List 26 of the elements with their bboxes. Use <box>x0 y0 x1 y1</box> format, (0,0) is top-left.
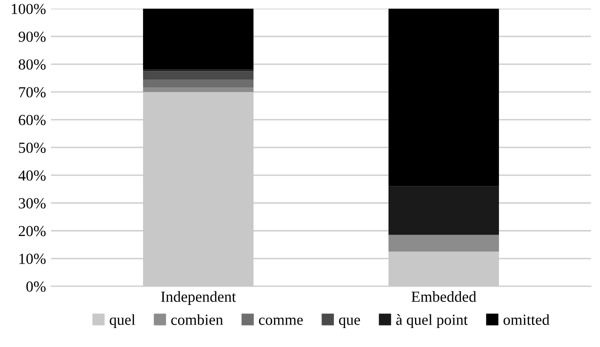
x-tick-label: Independent <box>161 291 236 305</box>
y-tick-label: 30% <box>18 198 46 208</box>
y-tick-label: 20% <box>18 226 46 236</box>
legend-label: comme <box>258 318 303 325</box>
legend-label: combien <box>171 314 223 325</box>
y-tick-label: 100% <box>12 4 46 14</box>
y-tick-label: 60% <box>18 114 46 126</box>
legend-label: à quel point <box>396 314 468 328</box>
bar <box>143 88 254 92</box>
bar <box>143 71 254 80</box>
y-tick-label: 90% <box>18 32 46 42</box>
legend-label: omitted <box>504 314 550 325</box>
bar <box>388 8 499 186</box>
y-tick-label: 0% <box>26 281 46 292</box>
bar <box>388 234 499 252</box>
y-tick-label: 80% <box>18 59 46 70</box>
y-tick-label: 10% <box>19 254 46 264</box>
x-tick-label: Embedded <box>412 291 476 302</box>
bar <box>143 8 254 70</box>
y-tick-label: 40% <box>18 170 46 181</box>
y-tick-label: 50% <box>19 142 46 153</box>
bar <box>388 186 499 235</box>
bar <box>143 79 254 88</box>
legend-label: quel <box>110 314 136 328</box>
y-tick-label: 70% <box>19 87 46 98</box>
legend-label: que <box>339 317 360 328</box>
